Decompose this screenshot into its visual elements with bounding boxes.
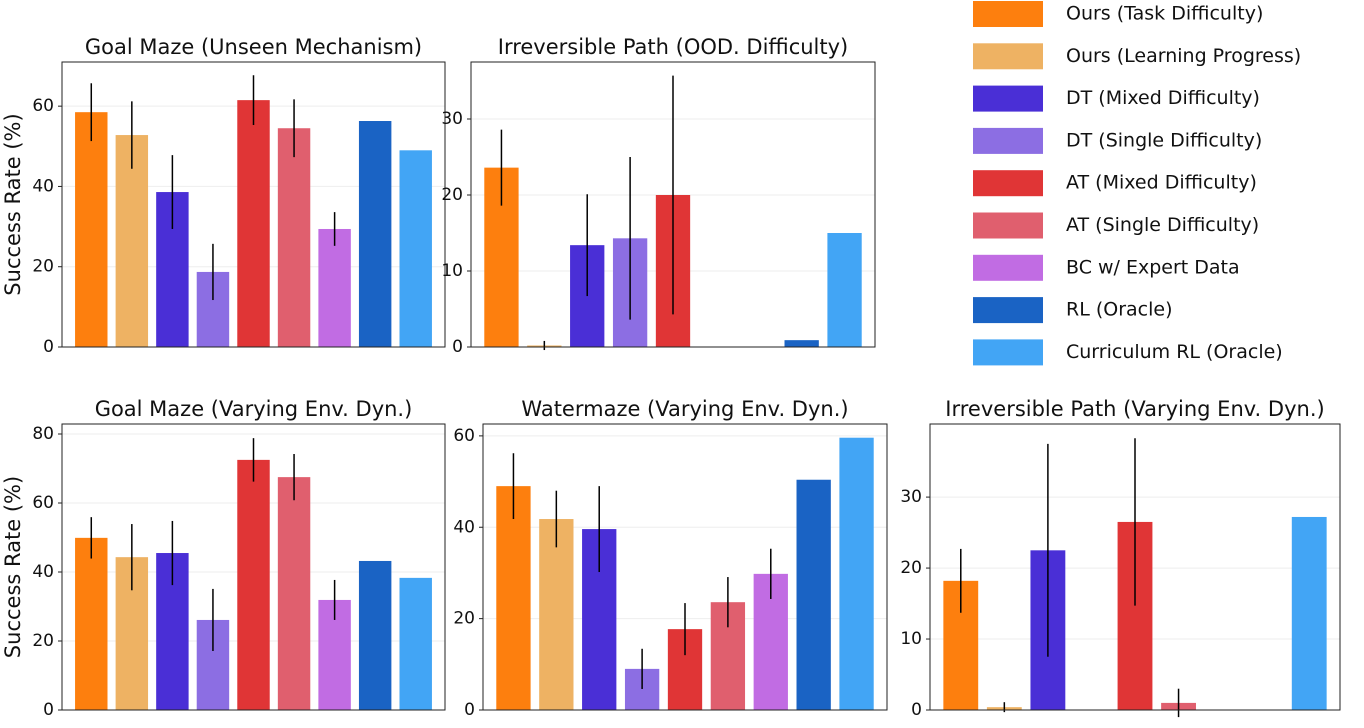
bar (75, 112, 108, 347)
bar (358, 560, 392, 710)
legend-swatch (973, 212, 1043, 239)
y-tick-label: 20 (32, 631, 54, 651)
plot-frame (61, 423, 446, 711)
legend-label: DT (Single Difficulty) (1066, 129, 1262, 151)
legend-swatch (973, 1, 1043, 27)
plot-frame (929, 423, 1341, 711)
y-tick-label: 10 (900, 629, 922, 649)
bar (75, 537, 108, 710)
y-tick-label: 0 (43, 700, 54, 720)
legend-label: AT (Mixed Difficulty) (1066, 172, 1257, 194)
y-tick-label: 0 (43, 337, 54, 357)
bar (796, 479, 831, 710)
y-axis-label: Success Rate (%) (1, 476, 25, 658)
bar (399, 150, 432, 347)
bar (784, 340, 819, 347)
chart-title: Goal Maze (Varying Env. Dyn.) (95, 397, 413, 421)
legend-label: BC w/ Expert Data (1066, 256, 1240, 278)
bar (839, 437, 874, 710)
bar (496, 486, 531, 710)
legend-label: AT (Single Difficulty) (1066, 214, 1259, 236)
y-tick-label: 30 (441, 109, 463, 129)
y-tick-label: 0 (464, 700, 475, 720)
y-tick-label: 20 (441, 185, 463, 205)
bar (277, 128, 311, 347)
y-tick-label: 0 (911, 700, 922, 720)
bar (1291, 516, 1327, 710)
legend-label: RL (Oracle) (1066, 299, 1172, 321)
y-tick-label: 30 (900, 487, 922, 507)
legend-label: Curriculum RL (Oracle) (1066, 341, 1283, 363)
bar (318, 228, 351, 347)
chart-title: Watermaze (Varying Env. Dyn.) (521, 397, 848, 421)
legend-swatch (973, 170, 1043, 197)
y-tick-label: 0 (452, 337, 463, 357)
plot-frame (61, 61, 446, 348)
chart-title: Irreversible Path (Varying Env. Dyn.) (945, 397, 1324, 421)
legend-swatch (973, 85, 1043, 112)
legend-swatch (973, 127, 1043, 154)
bar (277, 477, 311, 710)
y-tick-label: 60 (453, 426, 475, 446)
chart-title: Irreversible Path (OOD. Difficulty) (498, 35, 849, 59)
bar (539, 519, 574, 710)
y-axis-label: Success Rate (%) (1, 113, 25, 295)
legend-swatch (973, 339, 1043, 366)
plot-frame (482, 423, 888, 711)
bar (237, 100, 270, 347)
y-tick-label: 20 (453, 609, 475, 629)
chart-title: Goal Maze (Unseen Mechanism) (85, 35, 422, 59)
legend-label: DT (Mixed Difficulty) (1066, 87, 1260, 109)
plot-frame (470, 61, 876, 348)
y-tick-label: 60 (32, 96, 54, 116)
bar (237, 459, 270, 710)
y-tick-label: 40 (32, 176, 54, 196)
y-tick-label: 80 (32, 424, 54, 444)
bar (358, 121, 392, 347)
legend-label: Ours (Learning Progress) (1066, 45, 1301, 67)
y-tick-label: 60 (32, 493, 54, 513)
bar (115, 135, 149, 347)
y-tick-label: 20 (900, 558, 922, 578)
legend-swatch (973, 43, 1043, 70)
y-tick-label: 10 (441, 261, 463, 281)
y-tick-label: 40 (32, 562, 54, 582)
bar (399, 577, 432, 710)
bar (827, 233, 862, 347)
legend-label: Ours (Task Difficulty) (1066, 3, 1263, 25)
legend-swatch (973, 254, 1043, 281)
y-tick-label: 40 (453, 517, 475, 537)
y-tick-label: 20 (32, 257, 54, 277)
legend-swatch (973, 297, 1043, 324)
